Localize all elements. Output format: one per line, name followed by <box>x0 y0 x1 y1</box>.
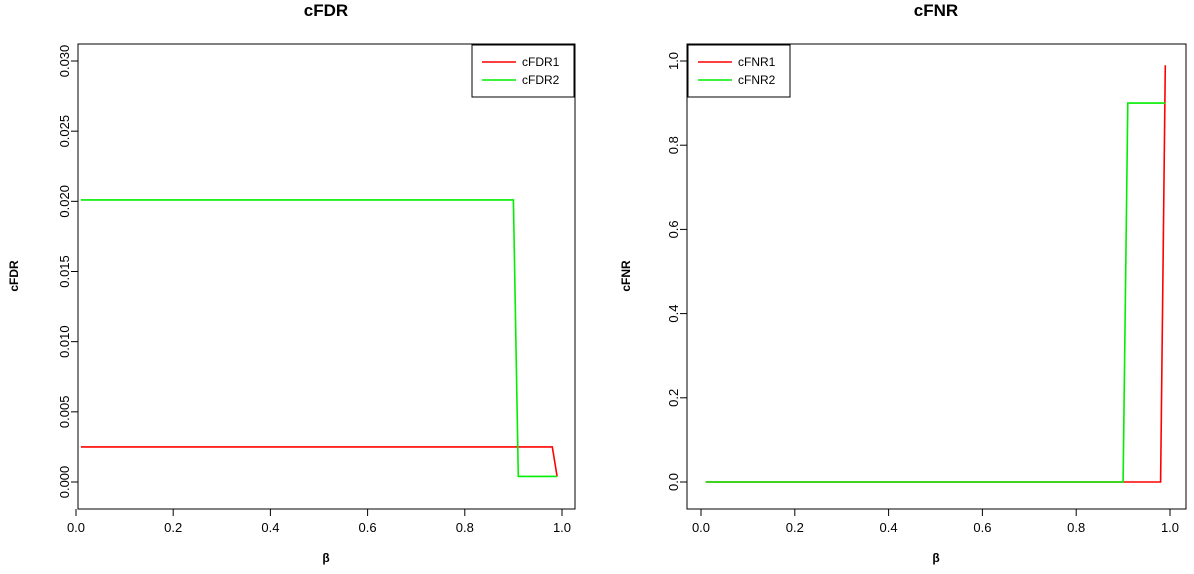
y-tick-label: 0.005 <box>57 396 72 429</box>
y-tick-label: 0.010 <box>57 325 72 358</box>
chart-title-cfdr: cFDR <box>304 1 348 20</box>
plot-frame-cfnr <box>686 43 1187 510</box>
x-tick-label: 1.0 <box>1161 520 1179 535</box>
x-tick-label: 1.0 <box>553 520 571 535</box>
x-tick-label: 0.8 <box>1067 520 1085 535</box>
x-tick-label: 0.6 <box>359 520 377 535</box>
x-tick-label: 0.2 <box>164 520 182 535</box>
y-tick-label: 0.0 <box>666 473 681 491</box>
series-line-cfdr1 <box>80 446 558 477</box>
x-tick-label: 0.0 <box>692 520 710 535</box>
panel-cfdr: cFDR 0.0 0.2 0.4 0.6 0.8 1.0 0.000 0.005 0.010 0… <box>7 1 576 565</box>
legend-label-cfnr2: cFNR2 <box>738 73 776 87</box>
x-tick-label: 0.2 <box>786 520 804 535</box>
x-axis-label-cfdr: β <box>322 551 329 565</box>
y-tick-label: 0.2 <box>666 389 681 407</box>
y-tick-label: 0.025 <box>57 115 72 148</box>
panel-cfnr: cFNR 0.0 0.2 0.4 0.6 0.8 1.0 0.0 0.2 0.4 0.6 0.8 1… <box>619 1 1187 565</box>
x-tick-label: 0.4 <box>261 520 279 535</box>
y-axis-label-cfnr: cFNR <box>619 260 633 292</box>
y-axis-label-cfdr: cFDR <box>7 260 21 292</box>
legend-label-cfdr2: cFDR2 <box>522 73 560 87</box>
series-line-cfnr1 <box>705 65 1167 483</box>
y-tick-label: 0.4 <box>666 305 681 323</box>
x-tick-label: 0.0 <box>67 520 85 535</box>
legend-box-cfnr <box>687 44 791 98</box>
plot-frame-cfdr <box>77 43 576 510</box>
x-tick-label: 0.6 <box>973 520 991 535</box>
x-tick-label: 0.4 <box>880 520 898 535</box>
legend-cfnr: cFNR1 cFNR2 <box>687 44 791 98</box>
y-tick-label: 0.030 <box>57 45 72 78</box>
y-tick-label: 0.015 <box>57 255 72 288</box>
y-tick-label: 1.0 <box>666 52 681 70</box>
y-tick-label: 0.020 <box>57 185 72 218</box>
x-axis-label-cfnr: β <box>932 551 939 565</box>
x-tick-label: 0.8 <box>456 520 474 535</box>
y-tick-label: 0.6 <box>666 220 681 238</box>
legend-cfdr: cFDR1 cFDR2 <box>471 44 575 98</box>
y-tick-label: 0.000 <box>57 466 72 499</box>
legend-label-cfnr1: cFNR1 <box>738 55 776 69</box>
chart-title-cfnr: cFNR <box>914 1 958 20</box>
series-line-cfnr2 <box>705 102 1166 483</box>
legend-box-cfdr <box>471 44 575 98</box>
y-tick-label: 0.8 <box>666 136 681 154</box>
legend-label-cfdr1: cFDR1 <box>522 55 560 69</box>
series-line-cfdr2 <box>80 199 558 478</box>
